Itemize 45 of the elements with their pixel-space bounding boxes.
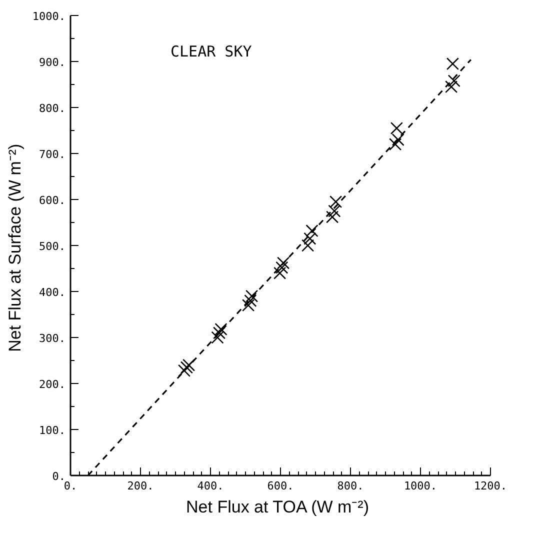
annotation: CLEAR SKY (170, 42, 252, 60)
point (328, 204, 341, 218)
point (446, 57, 460, 70)
y-tick-label: 200. (39, 378, 66, 391)
point (242, 298, 255, 312)
point (388, 138, 402, 151)
x-tick-label: 1200. (474, 480, 508, 492)
point (329, 195, 342, 208)
y-tick-label: 1000. (32, 10, 66, 23)
point (276, 261, 288, 274)
point (390, 122, 404, 135)
point (301, 239, 314, 252)
point (306, 224, 318, 238)
y-tick-label: 700. (39, 148, 66, 161)
y-tick-label: 0. (52, 470, 66, 483)
point (180, 361, 194, 374)
x-tick-label: 800. (337, 480, 364, 492)
x-tick-label: 200. (127, 480, 154, 492)
y-tick-label: 600. (39, 194, 66, 207)
point (245, 290, 258, 302)
point (448, 74, 460, 88)
point (182, 358, 196, 372)
point (273, 266, 286, 280)
point (326, 210, 339, 224)
point (211, 331, 224, 344)
x-tick-label: 1000. (404, 480, 438, 492)
y-tick-label: 100. (39, 424, 66, 437)
y-tick-label: 900. (39, 56, 66, 69)
point (276, 256, 290, 270)
x-tick-label: 0. (64, 480, 78, 492)
point (304, 232, 316, 245)
point (444, 80, 458, 94)
y-axis-title: Net Flux at Surface (W m⁻²) (5, 144, 24, 352)
y-tick-label: 300. (39, 332, 66, 345)
x-tick-label: 400. (197, 480, 224, 492)
point (392, 133, 404, 146)
point (244, 294, 257, 308)
x-axis-title: Net Flux at TOA (W m⁻²) (186, 498, 369, 516)
y-tick-label: 500. (39, 240, 66, 253)
y-tick-label: 400. (39, 286, 66, 299)
point (178, 364, 191, 377)
x-tick-label: 600. (267, 480, 294, 492)
y-tick-label: 800. (39, 102, 66, 115)
point (214, 322, 228, 336)
point (212, 326, 226, 340)
